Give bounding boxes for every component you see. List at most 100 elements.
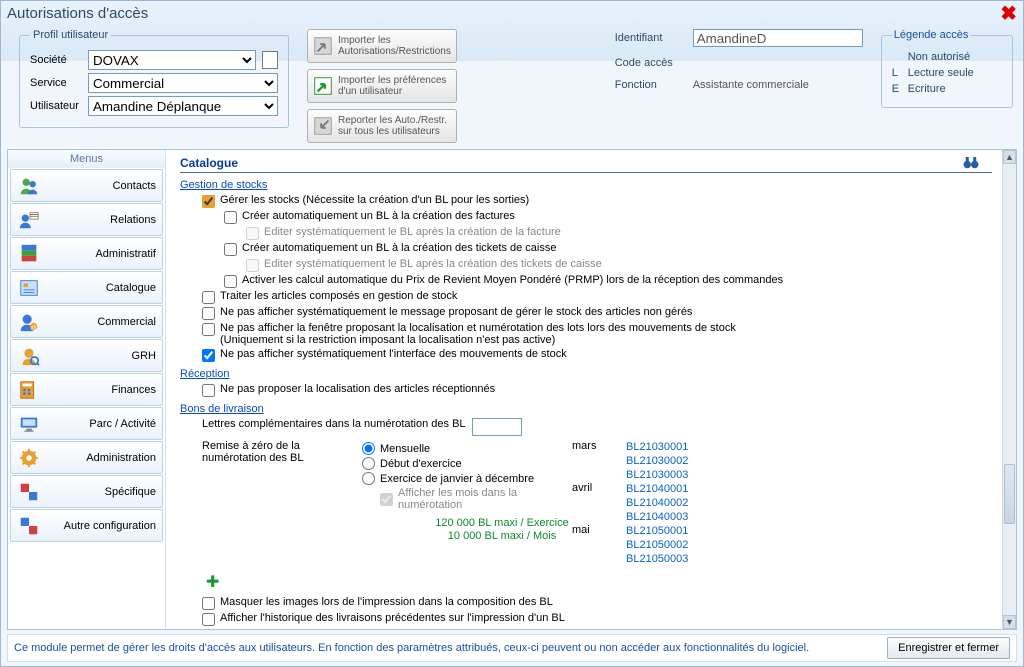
chk-nepas-fen[interactable] [202,323,215,336]
export-grey-icon [312,115,334,137]
menu-label: Administratif [47,248,156,260]
chk-prmp[interactable] [224,275,237,288]
section-reception[interactable]: Réception [180,368,992,380]
menu-item-parc-activit-[interactable]: Parc / Activité [10,407,163,440]
radio-debut[interactable] [362,457,375,470]
societe-select[interactable]: DOVAX [88,50,256,70]
bl-link[interactable]: BL21030002 [626,454,688,468]
month-label: mai [572,524,612,566]
menu-item-contacts[interactable]: Contacts [10,169,163,202]
menu-icon [17,446,41,470]
menu-icon [17,208,41,232]
legend-l: Lecture seule [908,67,974,79]
scroll-down-icon[interactable]: ▼ [1003,615,1016,629]
report-auth-label: Reporter les Auto./Restr. sur tous les u… [338,115,452,137]
menu-label: Parc / Activité [47,418,156,430]
binoculars-icon[interactable] [962,154,980,175]
user-select[interactable]: Amandine Déplanque [88,96,278,116]
lettres-label: Lettres complémentaires dans la numérota… [202,418,466,430]
service-select[interactable]: Commercial [88,73,278,93]
section-stock[interactable]: Gestion de stocks [180,179,992,191]
menu-item-sp-cifique[interactable]: Spécifique [10,475,163,508]
menu-label: Contacts [47,180,156,192]
footer-message: Ce module permet de gérer les droits d'a… [14,642,887,654]
green-info: 120 000 BL maxi / Exercice 10 000 BL max… [432,517,572,543]
legend-na: Non autorisé [908,51,970,63]
menu-item-grh[interactable]: GRH [10,339,163,372]
legend-l-code: L [892,67,908,79]
menu-icon [17,276,41,300]
save-close-button[interactable]: Enregistrer et fermer [887,637,1010,659]
chk-nepas-int[interactable] [202,349,215,362]
menu-item-commercial[interactable]: @Commercial [10,305,163,338]
menu-label: Autre configuration [47,520,156,532]
menu-label: Finances [47,384,156,396]
menu-icon [17,514,41,538]
lettres-input[interactable] [472,418,522,436]
window: Autorisations d'accès ✖ Profil utilisate… [0,0,1024,667]
remise-label: Remise à zéro de la numérotation des BL [202,440,362,464]
scroll-thumb[interactable] [1004,464,1015,524]
bl-link[interactable]: BL21030001 [626,440,688,454]
panel: Catalogue Gestion de stocks Gérer les st… [166,150,1002,629]
import-prefs-button[interactable]: Importer les préférences d'un utilisateu… [307,69,457,103]
bl-link[interactable]: BL21040002 [626,496,688,510]
chk-nepas-msg[interactable] [202,307,215,320]
chk-histo[interactable] [202,613,215,626]
bl-link[interactable]: BL21040003 [626,510,688,524]
add-icon[interactable]: ✚ [206,572,992,592]
chk-gerer-stocks[interactable] [202,195,215,208]
report-auth-button[interactable]: Reporter les Auto./Restr. sur tous les u… [307,109,457,143]
user-label: Utilisateur [30,100,88,112]
bl-link[interactable]: BL21050001 [626,524,688,538]
scroll-track[interactable] [1003,164,1016,615]
menu-label: Relations [47,214,156,226]
import-green-icon [312,75,334,97]
chk-traiter[interactable] [202,291,215,304]
panel-title: Catalogue [180,156,992,173]
section-bl[interactable]: Bons de livraison [180,403,992,415]
chk-afficher-mois [380,493,393,506]
menu-icon [17,344,41,368]
chk-creer-tick[interactable] [224,243,237,256]
radio-exercice[interactable] [362,472,375,485]
menu-icon [17,412,41,436]
fonction-value: Assistante commerciale [693,79,863,91]
menu-item-relations[interactable]: Relations [10,203,163,236]
id-input[interactable] [693,29,863,47]
bl-link[interactable]: BL21050002 [626,538,688,552]
import-auth-label: Importer les Autorisations/Restrictions [338,35,452,57]
menu-item-administration[interactable]: Administration [10,441,163,474]
chk-creer-fact[interactable] [224,211,237,224]
menu-item-catalogue[interactable]: Catalogue [10,271,163,304]
bl-link[interactable]: BL21050003 [626,552,688,566]
menu-item-finances[interactable]: Finances [10,373,163,406]
import-grey-icon [312,35,334,57]
bl-link[interactable]: BL21030003 [626,468,688,482]
societe-label: Société [30,54,88,66]
scrollbar[interactable]: ▲ ▼ [1002,150,1016,629]
close-icon[interactable]: ✖ [1000,1,1017,26]
footer: Ce module permet de gérer les droits d'a… [7,634,1017,662]
identity-block: Identifiant Code accès Fonction Assistan… [615,29,863,91]
chk-recep[interactable] [202,384,215,397]
validation-text: Après la validation d'un bon de livraiso… [202,628,992,629]
id-label: Identifiant [615,32,685,44]
fonction-label: Fonction [615,79,685,91]
legend-title: Légende accès [892,29,971,41]
import-prefs-label: Importer les préférences d'un utilisateu… [338,75,452,97]
menu-icon [17,378,41,402]
bl-link[interactable]: BL21040001 [626,482,688,496]
legend-e: Ecriture [908,83,946,95]
document-icon[interactable] [262,51,278,69]
month-label: avril [572,482,612,524]
profile-fieldset: Profil utilisateur Société DOVAX Service… [19,29,289,128]
menu-item-administratif[interactable]: Administratif [10,237,163,270]
radio-mensuelle[interactable] [362,442,375,455]
scroll-up-icon[interactable]: ▲ [1003,150,1016,164]
import-auth-button[interactable]: Importer les Autorisations/Restrictions [307,29,457,63]
menu-item-autre-configuration[interactable]: Autre configuration [10,509,163,542]
main-area: Menus ContactsRelationsAdministratifCata… [7,149,1017,630]
menus-column: Menus ContactsRelationsAdministratifCata… [8,150,166,629]
chk-masquer[interactable] [202,597,215,610]
